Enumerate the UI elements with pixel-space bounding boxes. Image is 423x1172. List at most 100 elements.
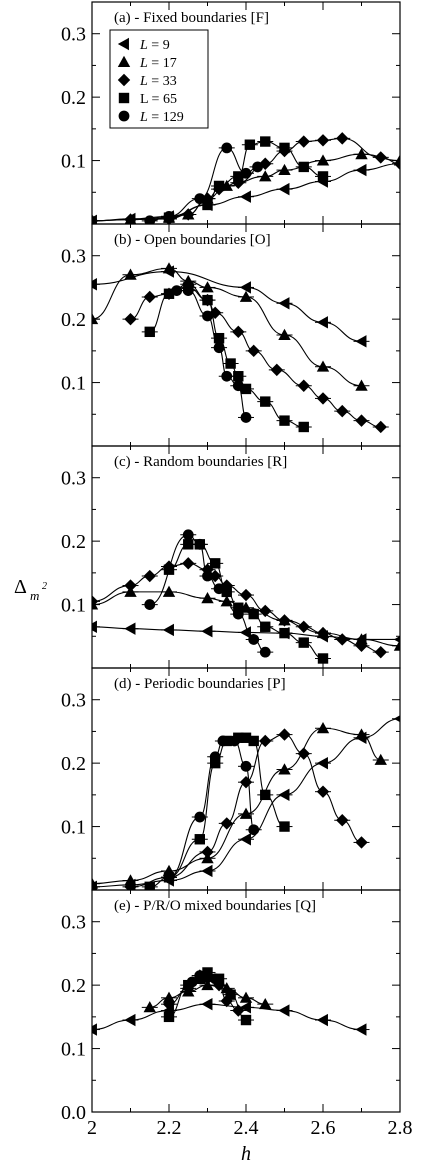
y-tick-label: 0.1	[61, 151, 86, 173]
data-point	[279, 415, 290, 426]
data-point	[233, 602, 244, 613]
data-point	[143, 569, 156, 583]
data-point	[124, 579, 137, 592]
data-point	[221, 370, 233, 382]
data-point	[260, 396, 271, 407]
data-point	[297, 747, 310, 760]
data-point	[163, 210, 175, 222]
data-point	[316, 134, 330, 147]
data-point	[316, 785, 330, 798]
data-point	[336, 633, 349, 646]
data-point	[232, 380, 244, 392]
data-point	[92, 214, 99, 224]
data-point	[212, 978, 226, 992]
data-point	[162, 991, 176, 1003]
data-point	[202, 199, 213, 211]
data-point	[233, 171, 244, 182]
data-point	[143, 1001, 156, 1013]
series-circle	[141, 529, 274, 658]
data-point	[259, 157, 272, 170]
data-point	[374, 753, 387, 765]
series-line	[92, 727, 381, 885]
series-group	[92, 967, 370, 1036]
data-point	[336, 132, 349, 145]
data-point	[183, 539, 194, 550]
series-triangle-up	[92, 148, 400, 224]
data-point	[239, 290, 253, 302]
data-point	[144, 881, 155, 890]
series-line	[168, 740, 255, 878]
y-tick-label: 0.3	[61, 468, 86, 490]
legend-label-symbol: L	[139, 56, 148, 71]
data-point	[144, 215, 156, 224]
data-point	[248, 824, 260, 836]
data-point	[278, 763, 291, 775]
legend-label-symbol: L	[140, 92, 148, 107]
data-point	[194, 834, 205, 845]
data-point	[225, 989, 236, 1000]
data-point	[278, 328, 291, 340]
panel-title: (c) - Random boundaries [R]	[114, 454, 287, 470]
data-point	[229, 735, 240, 747]
data-point	[182, 285, 194, 296]
data-point	[336, 814, 349, 827]
data-point	[374, 151, 387, 164]
data-point	[182, 557, 195, 570]
data-point	[316, 756, 328, 770]
data-point	[124, 874, 137, 886]
data-point	[240, 760, 252, 772]
data-point	[213, 583, 225, 595]
data-point	[278, 728, 291, 741]
data-point	[124, 268, 137, 280]
series-line	[149, 286, 304, 428]
data-point	[260, 136, 271, 147]
data-point	[240, 383, 252, 395]
data-point	[239, 1001, 251, 1014]
data-point	[232, 325, 245, 339]
data-point	[92, 620, 97, 633]
data-point	[163, 1011, 175, 1023]
data-point	[233, 371, 244, 382]
data-point	[260, 789, 271, 801]
data-point	[297, 379, 310, 392]
data-point	[259, 997, 272, 1010]
data-point	[298, 161, 309, 173]
data-point	[201, 845, 214, 859]
data-point	[355, 335, 367, 348]
x-tick-label: 2	[87, 1117, 97, 1139]
data-point	[248, 735, 259, 747]
legend-label-symbol: L	[139, 110, 148, 125]
data-point	[221, 142, 233, 154]
legend-marker	[118, 110, 130, 122]
data-point	[393, 636, 400, 643]
data-point	[259, 170, 272, 182]
data-point	[374, 420, 387, 434]
data-point	[278, 1004, 290, 1017]
y-tick-label: 0.3	[61, 690, 86, 712]
data-point	[201, 281, 214, 293]
data-point	[239, 190, 251, 203]
y-tick-label: 0.1	[61, 595, 86, 617]
data-point	[355, 633, 368, 645]
data-point	[124, 213, 137, 224]
data-point	[278, 182, 290, 196]
data-point	[210, 757, 221, 769]
series-circle	[161, 735, 262, 883]
y-tick-label: 0.2	[61, 753, 86, 775]
series-line	[92, 271, 362, 342]
data-point	[316, 392, 330, 405]
data-point	[298, 637, 309, 648]
legend-label: L = 129	[139, 110, 184, 125]
data-point	[239, 281, 251, 294]
data-point	[270, 363, 283, 377]
panel-title: (a) - Fixed boundaries [F]	[114, 10, 269, 26]
data-point	[239, 833, 251, 846]
series-line	[92, 562, 381, 653]
data-point	[202, 294, 213, 306]
data-point	[239, 807, 253, 819]
data-point	[124, 1013, 136, 1027]
data-point	[393, 157, 400, 170]
data-point	[374, 645, 387, 659]
data-point	[209, 973, 221, 985]
series-group	[92, 529, 400, 664]
